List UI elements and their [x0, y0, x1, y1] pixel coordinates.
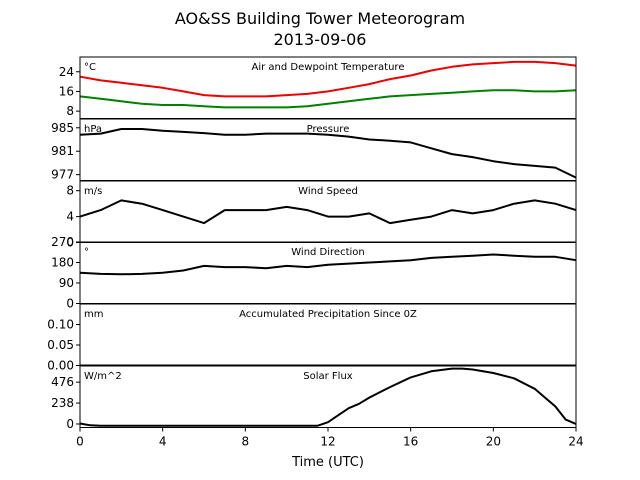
pressure-panel-label: Pressure — [307, 124, 350, 135]
figure-date: 2013-09-06 — [274, 30, 367, 49]
precipitation-unit-label: mm — [84, 309, 103, 320]
solar_flux-y-tick-label: 0 — [66, 417, 74, 431]
temperature-y-tick-label: 16 — [59, 84, 74, 98]
pressure-unit-label: hPa — [84, 124, 102, 135]
x-axis: 0 4 8 12 16 20 24 — [76, 427, 584, 449]
panel-solar_flux: 0 238 476 W/m^2 Solar Flux — [51, 365, 577, 431]
panel-temperature: 8 16 24 °C Air and Dewpoint Temperature — [59, 56, 577, 119]
temperature-series-line-0 — [79, 60, 577, 98]
solar_flux-y-tick-label: 238 — [51, 396, 74, 410]
wind_speed-unit-label: m/s — [84, 186, 102, 197]
temperature-unit-label: °C — [84, 62, 96, 73]
precipitation-y-tick-label: 0.00 — [47, 359, 74, 373]
precipitation-y-tick-label: 0.05 — [47, 338, 74, 352]
precipitation-y-tick-label: 0.10 — [47, 318, 74, 332]
solar_flux-panel-label: Solar Flux — [303, 371, 353, 382]
x-tick-label: 8 — [242, 435, 250, 449]
pressure-y-tick-label: 985 — [51, 121, 74, 135]
temperature-y-tick-label: 8 — [66, 104, 74, 118]
solar_flux-unit-label: W/m^2 — [84, 371, 122, 382]
panel-wind_direction: 0 90 180 270 ° Wind Direction — [51, 235, 577, 311]
wind_speed-y-tick-label: 4 — [66, 210, 74, 224]
temperature-series-line-1 — [79, 89, 577, 109]
panel-pressure: 977 981 985 hPa Pressure — [51, 118, 577, 182]
pressure-y-tick-label: 977 — [51, 168, 74, 182]
x-tick-label: 4 — [159, 435, 167, 449]
temperature-panel-label: Air and Dewpoint Temperature — [252, 62, 405, 73]
x-tick-label: 20 — [486, 435, 501, 449]
temperature-y-tick-label: 24 — [59, 65, 74, 79]
wind_speed-y-tick-label: 0 — [66, 236, 74, 250]
wind_direction-y-tick-label: 90 — [59, 276, 74, 290]
x-tick-label: 24 — [568, 435, 583, 449]
panel-precipitation: 0.00 0.05 0.10 mm Accumulated Precipitation … — [47, 303, 577, 373]
solar_flux-series-line-0 — [79, 367, 577, 427]
x-tick-label: 0 — [76, 435, 84, 449]
wind_direction-unit-label: ° — [84, 247, 89, 258]
pressure-series-line-0 — [79, 128, 577, 179]
x-tick-label: 12 — [320, 435, 335, 449]
wind_direction-y-tick-label: 0 — [66, 297, 74, 311]
wind_speed-panel-label: Wind Speed — [298, 186, 358, 197]
pressure-y-tick-label: 981 — [51, 144, 74, 158]
x-axis-label: Time (UTC) — [291, 455, 364, 470]
figure-title: AO&SS Building Tower Meteorogram — [175, 9, 465, 28]
wind_direction-series-line-0 — [79, 253, 577, 276]
panels-group: 8 16 24 °C Air and Dewpoint Temperature 977 98… — [47, 56, 577, 431]
wind_speed-series-line-0 — [79, 199, 577, 225]
wind_speed-y-tick-label: 8 — [66, 184, 74, 198]
solar_flux-y-tick-label: 476 — [51, 375, 74, 389]
precipitation-panel-label: Accumulated Precipitation Since 0Z — [239, 309, 417, 320]
panel-wind_speed: 0 4 8 m/s Wind Speed — [66, 180, 577, 250]
wind_direction-y-tick-label: 180 — [51, 256, 74, 270]
x-tick-label: 16 — [403, 435, 418, 449]
wind_direction-panel-label: Wind Direction — [291, 247, 365, 258]
wind_direction-y-tick-label: 270 — [51, 235, 74, 249]
